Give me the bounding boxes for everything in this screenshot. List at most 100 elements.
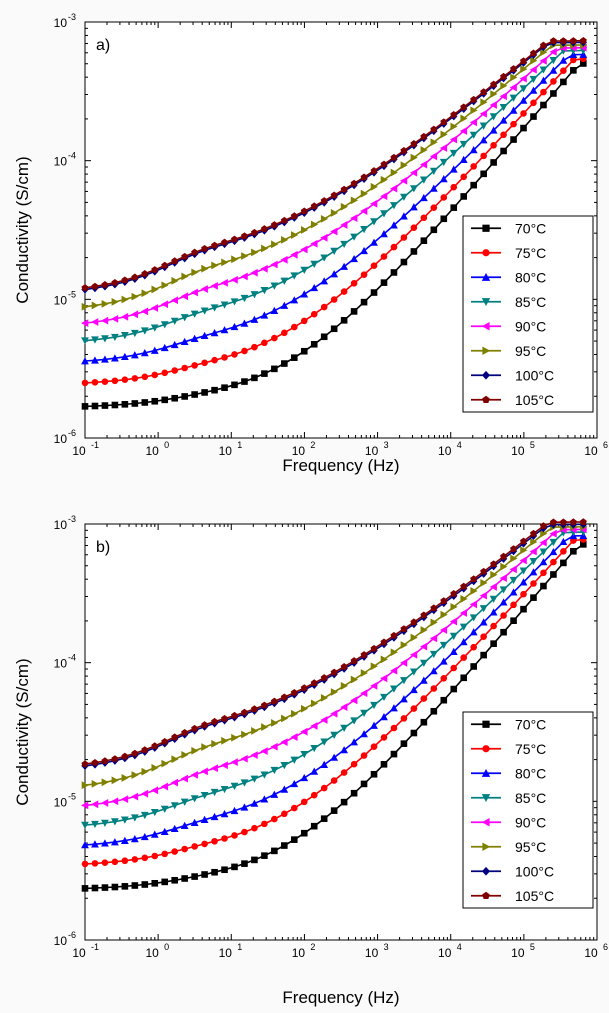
x-tick-label: 10 <box>365 444 379 458</box>
data-point <box>390 724 398 732</box>
data-point <box>140 832 149 841</box>
data-point <box>459 609 468 617</box>
data-point <box>330 753 339 761</box>
data-point <box>500 562 508 571</box>
data-point <box>240 708 248 716</box>
data-point <box>360 189 368 198</box>
data-point <box>170 317 179 325</box>
data-point <box>201 389 208 396</box>
data-point <box>430 604 438 612</box>
data-point <box>370 218 378 226</box>
data-point <box>490 640 497 647</box>
data-point <box>161 878 169 886</box>
data-point <box>280 301 289 309</box>
data-point <box>549 547 558 556</box>
y-tick-exponent: -5 <box>68 289 76 299</box>
data-point <box>510 65 518 72</box>
data-point <box>420 132 428 140</box>
data-point <box>310 822 318 830</box>
data-point <box>211 241 219 249</box>
data-point <box>310 679 318 687</box>
data-point <box>160 827 169 836</box>
data-point <box>529 529 538 537</box>
data-point <box>151 852 159 860</box>
data-point <box>151 879 159 887</box>
data-point <box>220 326 229 334</box>
data-point <box>181 252 189 260</box>
data-point <box>201 264 209 273</box>
data-point <box>111 278 119 286</box>
data-point <box>330 731 339 739</box>
data-point <box>400 740 408 747</box>
data-point <box>101 316 109 325</box>
data-point <box>490 159 497 166</box>
y-axis-title: Conductivity (S/cm) <box>13 658 32 805</box>
data-point <box>530 56 538 65</box>
data-point <box>520 124 527 132</box>
data-point <box>81 379 89 387</box>
legend-label: 80°C <box>515 269 546 285</box>
data-point <box>110 315 119 323</box>
data-point <box>131 375 139 382</box>
data-point <box>111 755 119 762</box>
data-point <box>539 56 547 65</box>
x-tick-label: 10 <box>145 444 159 458</box>
data-point <box>171 755 179 764</box>
data-point <box>370 238 378 246</box>
data-point <box>470 163 477 170</box>
data-point <box>231 832 238 839</box>
data-point <box>210 788 219 797</box>
data-point <box>201 721 209 728</box>
data-point <box>560 67 567 74</box>
data-point <box>221 238 229 246</box>
data-point <box>410 140 418 147</box>
data-point <box>220 278 228 287</box>
data-point <box>150 808 159 817</box>
data-point <box>509 83 517 92</box>
data-point <box>91 301 99 310</box>
data-point <box>170 802 179 810</box>
data-point <box>261 244 269 253</box>
data-point <box>500 72 508 80</box>
data-point <box>340 724 349 732</box>
data-point <box>141 270 149 277</box>
data-point <box>101 335 109 343</box>
data-point <box>390 704 398 712</box>
data-point <box>181 364 188 372</box>
data-point <box>101 402 109 409</box>
data-point <box>380 210 388 218</box>
data-point <box>250 705 258 712</box>
data-point <box>530 580 537 587</box>
data-point <box>570 56 577 64</box>
data-point <box>91 820 99 829</box>
x-tick-label: 10 <box>219 444 233 458</box>
data-point <box>310 239 318 248</box>
data-point <box>290 709 299 718</box>
data-point <box>330 209 339 217</box>
data-point <box>529 75 538 84</box>
data-point <box>450 183 458 191</box>
data-point <box>260 701 268 709</box>
series-105°C <box>81 518 587 768</box>
data-point <box>449 135 458 144</box>
legend-swatch-marker <box>481 769 491 777</box>
data-point <box>460 103 468 111</box>
data-point <box>110 838 119 846</box>
data-point <box>251 727 259 735</box>
data-point <box>350 254 358 263</box>
data-point <box>211 386 218 394</box>
data-point <box>270 766 279 775</box>
data-point <box>550 558 557 566</box>
data-point <box>101 281 109 288</box>
data-point <box>300 207 308 215</box>
data-point <box>569 37 577 44</box>
data-point <box>409 668 418 676</box>
data-point <box>380 192 388 201</box>
data-point <box>539 41 547 49</box>
data-point <box>370 743 378 750</box>
data-point <box>330 668 338 676</box>
data-point <box>320 784 328 792</box>
data-point <box>509 565 517 574</box>
data-point <box>81 284 89 291</box>
data-point <box>130 310 139 319</box>
